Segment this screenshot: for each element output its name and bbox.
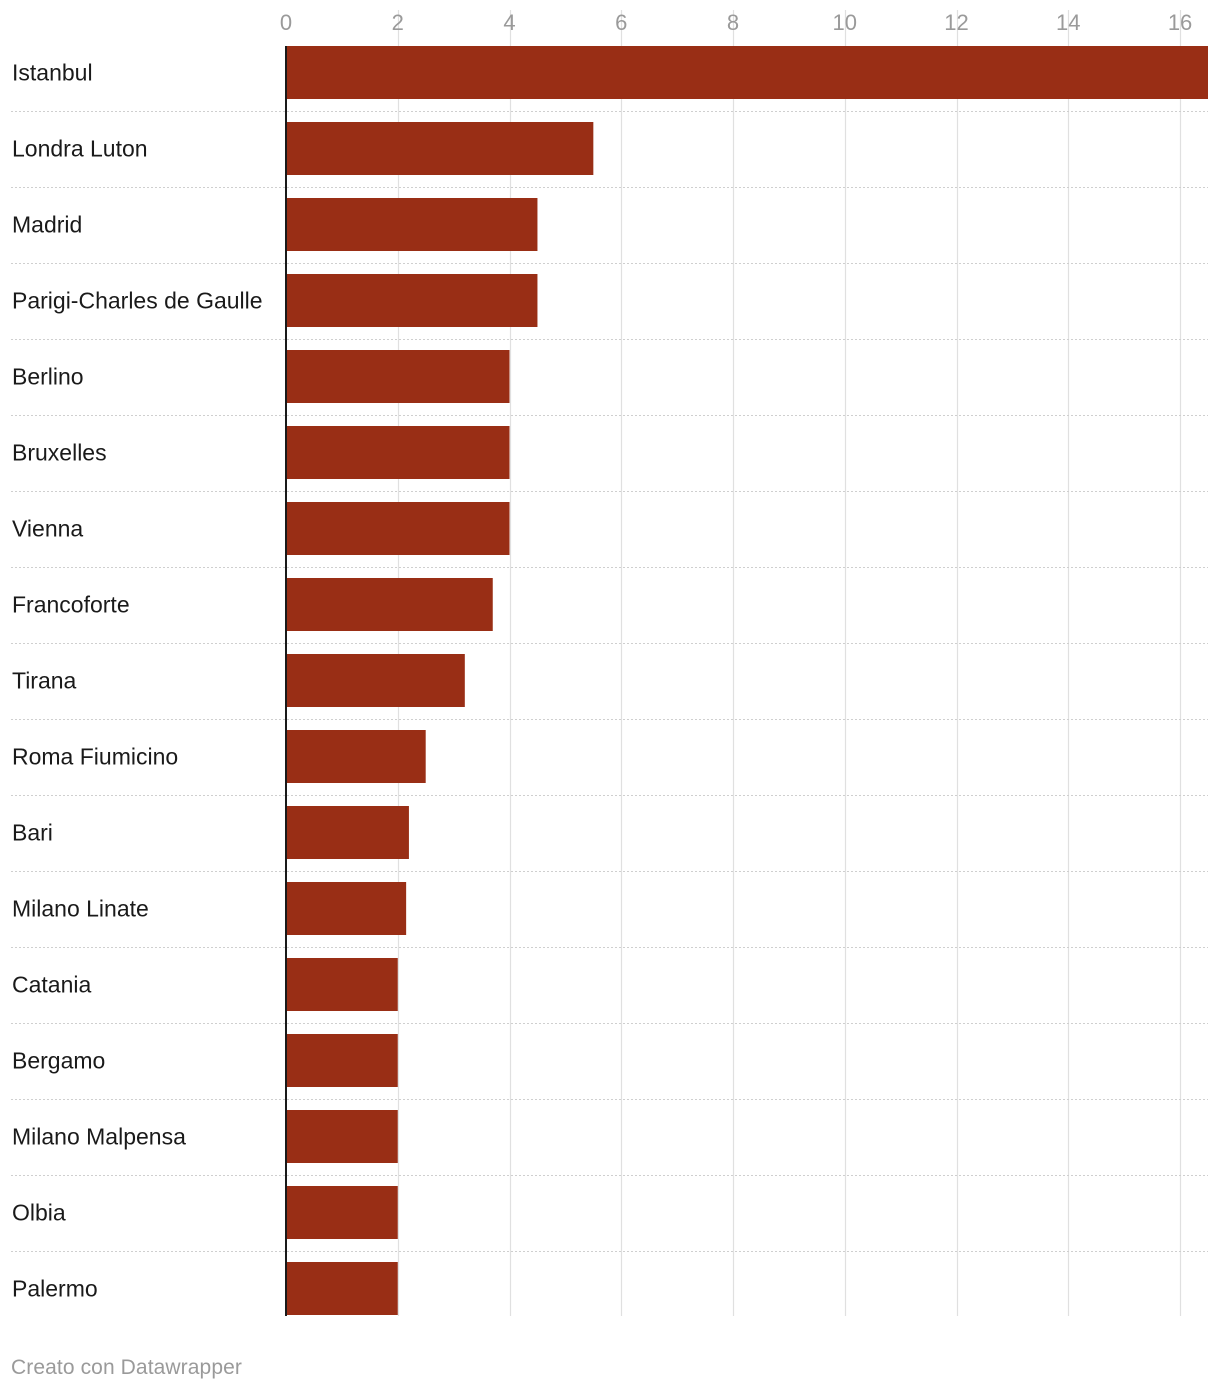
category-label: Bari: [12, 820, 53, 846]
x-tick-label: 2: [392, 10, 404, 35]
bar-madrid: [286, 198, 538, 251]
bar-milano-linate: [286, 882, 407, 935]
category-label: Olbia: [12, 1200, 66, 1226]
category-label: Palermo: [12, 1276, 98, 1302]
category-label: Vienna: [12, 516, 83, 542]
category-label: Londra Luton: [12, 136, 148, 162]
bar-catania: [286, 958, 398, 1011]
bar-bruxelles: [286, 426, 510, 479]
bar-olbia: [286, 1186, 398, 1239]
x-tick-label: 10: [833, 10, 857, 35]
bars: [286, 46, 1208, 1315]
bar-parigi-charles-de-gaulle: [286, 274, 538, 327]
category-labels: Istanbul Londra Luton Madrid Parigi-Charles…: [12, 60, 263, 1302]
row-separators: [11, 111, 1208, 1252]
bar-londra-luton: [286, 122, 594, 175]
category-label: Francoforte: [12, 592, 130, 618]
category-label: Istanbul: [12, 60, 93, 86]
x-tick-label: 14: [1056, 10, 1080, 35]
x-tick-labels: 0 2 4 6 8 10 12 14 16: [280, 10, 1192, 35]
bar-istanbul: [286, 46, 1208, 99]
footer-credit: Creato con Datawrapper: [11, 1356, 242, 1379]
bar-palermo: [286, 1262, 398, 1315]
bar-berlino: [286, 350, 510, 403]
bar-bari: [286, 806, 409, 859]
category-label: Roma Fiumicino: [12, 744, 178, 770]
category-label: Catania: [12, 972, 91, 998]
category-label: Parigi-Charles de Gaulle: [12, 288, 263, 314]
category-label: Bergamo: [12, 1048, 105, 1074]
x-tick-label: 4: [503, 10, 515, 35]
category-label: Bruxelles: [12, 440, 107, 466]
category-label: Milano Malpensa: [12, 1124, 186, 1150]
bar-vienna: [286, 502, 510, 555]
x-tick-label: 16: [1168, 10, 1192, 35]
category-label: Berlino: [12, 364, 84, 390]
x-tick-label: 0: [280, 10, 292, 35]
chart-canvas: 0 2 4 6 8 10 12 14 16 Istanbul Londra Luton Madrid…: [11, 10, 1208, 1316]
bar-francoforte: [286, 578, 493, 631]
bar-tirana: [286, 654, 465, 707]
category-label: Tirana: [12, 668, 77, 694]
category-label: Madrid: [12, 212, 82, 238]
category-label: Milano Linate: [12, 896, 149, 922]
bar-bergamo: [286, 1034, 398, 1087]
x-tick-label: 6: [615, 10, 627, 35]
bar-roma-fiumicino: [286, 730, 426, 783]
x-tick-label: 8: [727, 10, 739, 35]
x-tick-label: 12: [944, 10, 968, 35]
bar-milano-malpensa: [286, 1110, 398, 1163]
